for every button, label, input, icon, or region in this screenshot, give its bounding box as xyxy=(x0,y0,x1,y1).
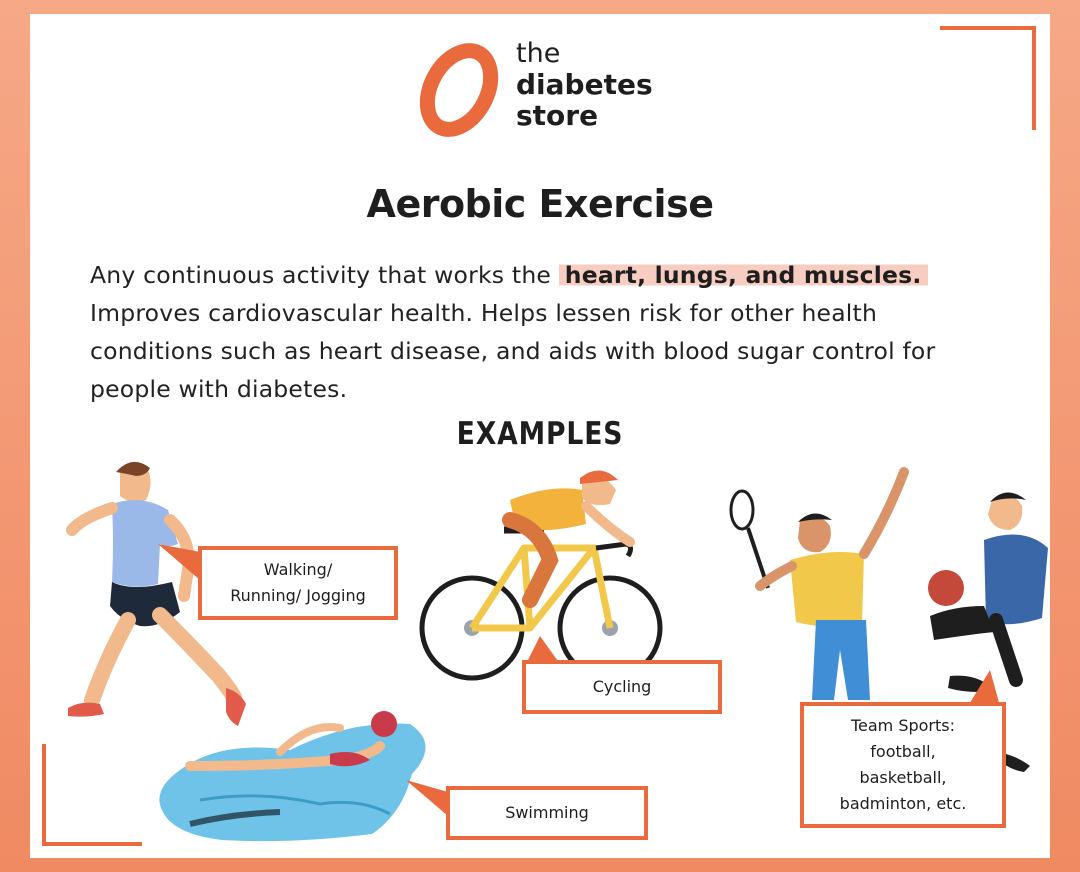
label-team-sports: Team Sports: football, basketball, badmi… xyxy=(800,702,1006,828)
label-walking-line2: Running/ Jogging xyxy=(230,586,366,605)
runner-icon xyxy=(66,461,246,726)
brand-wordmark: the diabetes store xyxy=(516,38,653,131)
label-walking-running-jogging: Walking/ Running/ Jogging xyxy=(198,546,398,620)
label-walking-line1: Walking/ xyxy=(263,560,333,579)
label-cycling: Cycling xyxy=(522,660,722,714)
corner-bracket-top-right xyxy=(940,26,1036,130)
description-lead: Any continuous activity that works the xyxy=(90,261,559,289)
label-team-sports-line3: basketball, xyxy=(859,768,947,787)
team-sports-icon xyxy=(729,467,1048,772)
description-highlight: heart, lungs, and muscles. xyxy=(558,261,928,289)
page-title: Aerobic Exercise xyxy=(366,182,714,226)
brand-line-the: the xyxy=(516,38,561,69)
swimmer-icon xyxy=(159,711,426,842)
brand-line-store: store xyxy=(516,99,599,132)
description-paragraph: Any continuous activity that works the h… xyxy=(90,256,1000,408)
label-swimming-text: Swimming xyxy=(505,803,589,822)
label-swimming: Swimming xyxy=(446,786,648,840)
label-pointers xyxy=(158,544,1000,816)
brand-logo-icon xyxy=(419,43,499,137)
description-rest: Improves cardiovascular health. Helps le… xyxy=(90,299,936,403)
examples-heading: EXAMPLES xyxy=(456,416,624,452)
label-team-sports-line4: badminton, etc. xyxy=(839,794,967,813)
label-cycling-text: Cycling xyxy=(592,677,652,696)
label-team-sports-line1: Team Sports: xyxy=(850,716,956,735)
cyclist-icon xyxy=(419,470,663,681)
label-team-sports-line2: football, xyxy=(870,742,936,761)
brand-line-diabetes: diabetes xyxy=(516,68,653,101)
corner-bracket-bottom-left xyxy=(42,744,142,846)
